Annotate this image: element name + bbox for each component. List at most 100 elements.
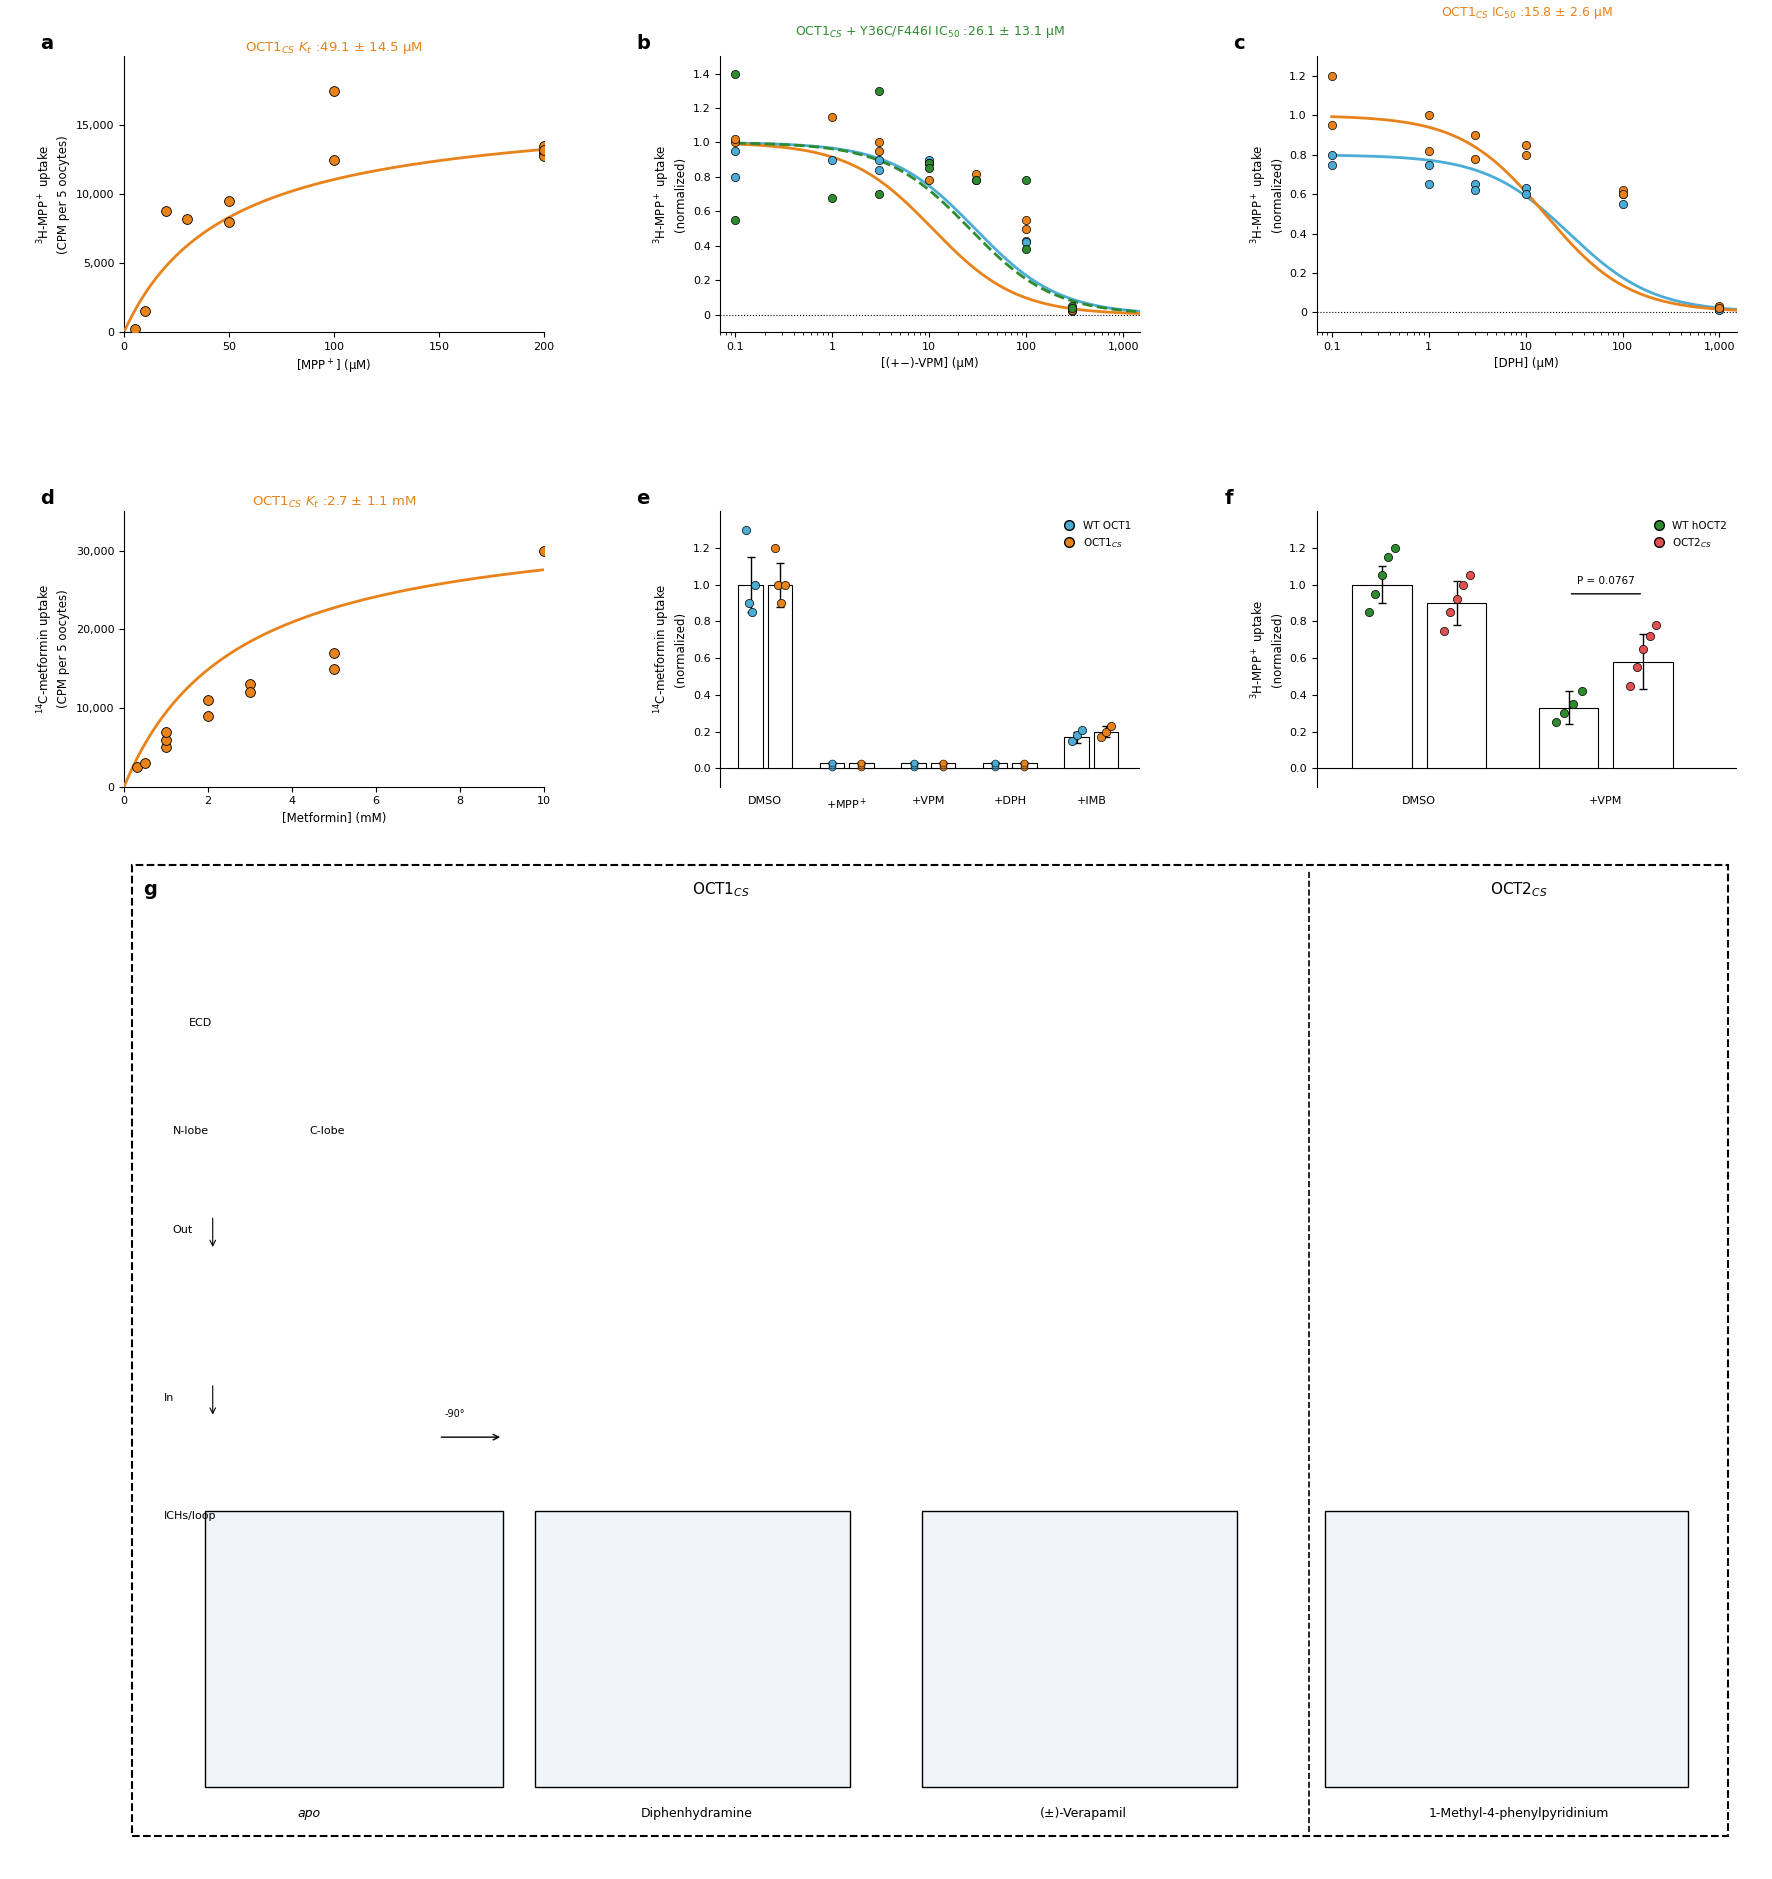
- Bar: [739, 584, 762, 769]
- Point: [122, 752, 151, 782]
- Text: OCT2$_{CS}$: OCT2$_{CS}$: [1490, 879, 1547, 898]
- Point: [721, 135, 750, 165]
- Bar: [820, 763, 843, 769]
- Point: [721, 128, 750, 158]
- Point: [914, 145, 943, 175]
- Y-axis label: $^3$H-MPP$^+$ uptake
(normalized): $^3$H-MPP$^+$ uptake (normalized): [1249, 145, 1283, 244]
- Point: [236, 676, 264, 707]
- Point: [1643, 611, 1671, 641]
- Point: [1086, 722, 1115, 752]
- Point: [1512, 179, 1540, 209]
- Point: [865, 156, 893, 186]
- Point: [1623, 652, 1652, 682]
- Point: [1058, 291, 1086, 321]
- Point: [1010, 748, 1038, 778]
- Point: [1058, 295, 1086, 325]
- Point: [847, 748, 875, 778]
- Bar: [983, 763, 1006, 769]
- Point: [767, 588, 796, 618]
- Point: [1550, 699, 1579, 729]
- Text: In: In: [165, 1392, 175, 1404]
- Point: [193, 686, 222, 716]
- Y-axis label: $^{14}$C-metformin uptake
(normalized): $^{14}$C-metformin uptake (normalized): [652, 584, 688, 714]
- Point: [319, 637, 347, 667]
- Point: [1067, 714, 1095, 744]
- Point: [865, 179, 893, 209]
- Legend: WT OCT1, OCT1$_{CS}$: WT OCT1, OCT1$_{CS}$: [1054, 517, 1136, 554]
- Point: [914, 148, 943, 179]
- Text: g: g: [144, 879, 158, 898]
- Point: [530, 132, 558, 162]
- Point: [1542, 707, 1570, 737]
- Point: [319, 145, 347, 175]
- Point: [1609, 179, 1637, 209]
- Point: [152, 716, 181, 746]
- Text: f: f: [1224, 489, 1233, 507]
- Point: [214, 207, 243, 237]
- Legend: WT hOCT2, OCT2$_{CS}$: WT hOCT2, OCT2$_{CS}$: [1644, 517, 1731, 554]
- Bar: [930, 763, 955, 769]
- Point: [236, 669, 264, 699]
- Text: c: c: [1233, 34, 1244, 53]
- Point: [1512, 173, 1540, 203]
- Point: [735, 588, 764, 618]
- Point: [819, 182, 847, 212]
- Point: [120, 314, 149, 344]
- Point: [1063, 720, 1092, 750]
- Point: [1705, 293, 1733, 323]
- Point: [530, 536, 558, 566]
- Point: [962, 158, 991, 188]
- Point: [1058, 295, 1086, 325]
- Text: ECD: ECD: [188, 1018, 213, 1028]
- Point: [1705, 291, 1733, 321]
- Point: [1636, 622, 1664, 652]
- Bar: [1093, 731, 1118, 769]
- Text: C-lobe: C-lobe: [310, 1127, 346, 1137]
- Point: [1012, 205, 1040, 235]
- Point: [929, 748, 957, 778]
- Point: [764, 569, 792, 599]
- Point: [865, 135, 893, 165]
- Text: OCT1$_{CS}$ + Y36C/F446I IC$_{50}$ :26.1 ± 13.1 μM: OCT1$_{CS}$ + Y36C/F446I IC$_{50}$ :26.1…: [796, 24, 1065, 39]
- Point: [721, 205, 750, 235]
- Point: [741, 569, 769, 599]
- Point: [847, 750, 875, 780]
- Y-axis label: $^{14}$C-metformin uptake
(CPM per 5 oocytes): $^{14}$C-metformin uptake (CPM per 5 ooc…: [35, 584, 71, 714]
- Point: [1628, 633, 1657, 663]
- Point: [1609, 175, 1637, 205]
- Point: [771, 569, 799, 599]
- Point: [819, 752, 847, 782]
- Point: [982, 748, 1010, 778]
- Text: apo: apo: [298, 1808, 321, 1819]
- Bar: [1065, 737, 1088, 769]
- Point: [1375, 541, 1403, 571]
- Point: [962, 165, 991, 195]
- Text: Out: Out: [172, 1225, 193, 1235]
- Title: OCT1$_{CS}$ $K_t$ :49.1 ± 14.5 μM: OCT1$_{CS}$ $K_t$ :49.1 ± 14.5 μM: [245, 39, 424, 56]
- Point: [1368, 560, 1396, 590]
- Point: [1442, 584, 1471, 614]
- Y-axis label: $^3$H-MPP$^+$ uptake
(normalized): $^3$H-MPP$^+$ uptake (normalized): [1249, 599, 1283, 699]
- Bar: [1012, 763, 1037, 769]
- Point: [819, 101, 847, 132]
- Point: [1414, 169, 1442, 199]
- Y-axis label: $^3$H-MPP$^+$ uptake
(normalized): $^3$H-MPP$^+$ uptake (normalized): [652, 145, 688, 244]
- Point: [1012, 235, 1040, 265]
- X-axis label: [MPP$^+$] (μM): [MPP$^+$] (μM): [296, 357, 372, 376]
- Point: [131, 748, 159, 778]
- Point: [914, 148, 943, 179]
- Point: [1512, 139, 1540, 169]
- Point: [914, 148, 943, 179]
- Bar: [1538, 708, 1598, 769]
- Text: Diphenhydramine: Diphenhydramine: [640, 1808, 753, 1819]
- Point: [1317, 150, 1345, 180]
- Point: [1430, 616, 1458, 646]
- Point: [847, 752, 875, 782]
- Text: 1-Methyl-4-phenylpyridinium: 1-Methyl-4-phenylpyridinium: [1428, 1808, 1609, 1819]
- Point: [1435, 598, 1464, 628]
- Point: [737, 598, 766, 628]
- Point: [900, 748, 929, 778]
- Bar: [849, 763, 874, 769]
- Text: b: b: [636, 34, 650, 53]
- Point: [914, 165, 943, 195]
